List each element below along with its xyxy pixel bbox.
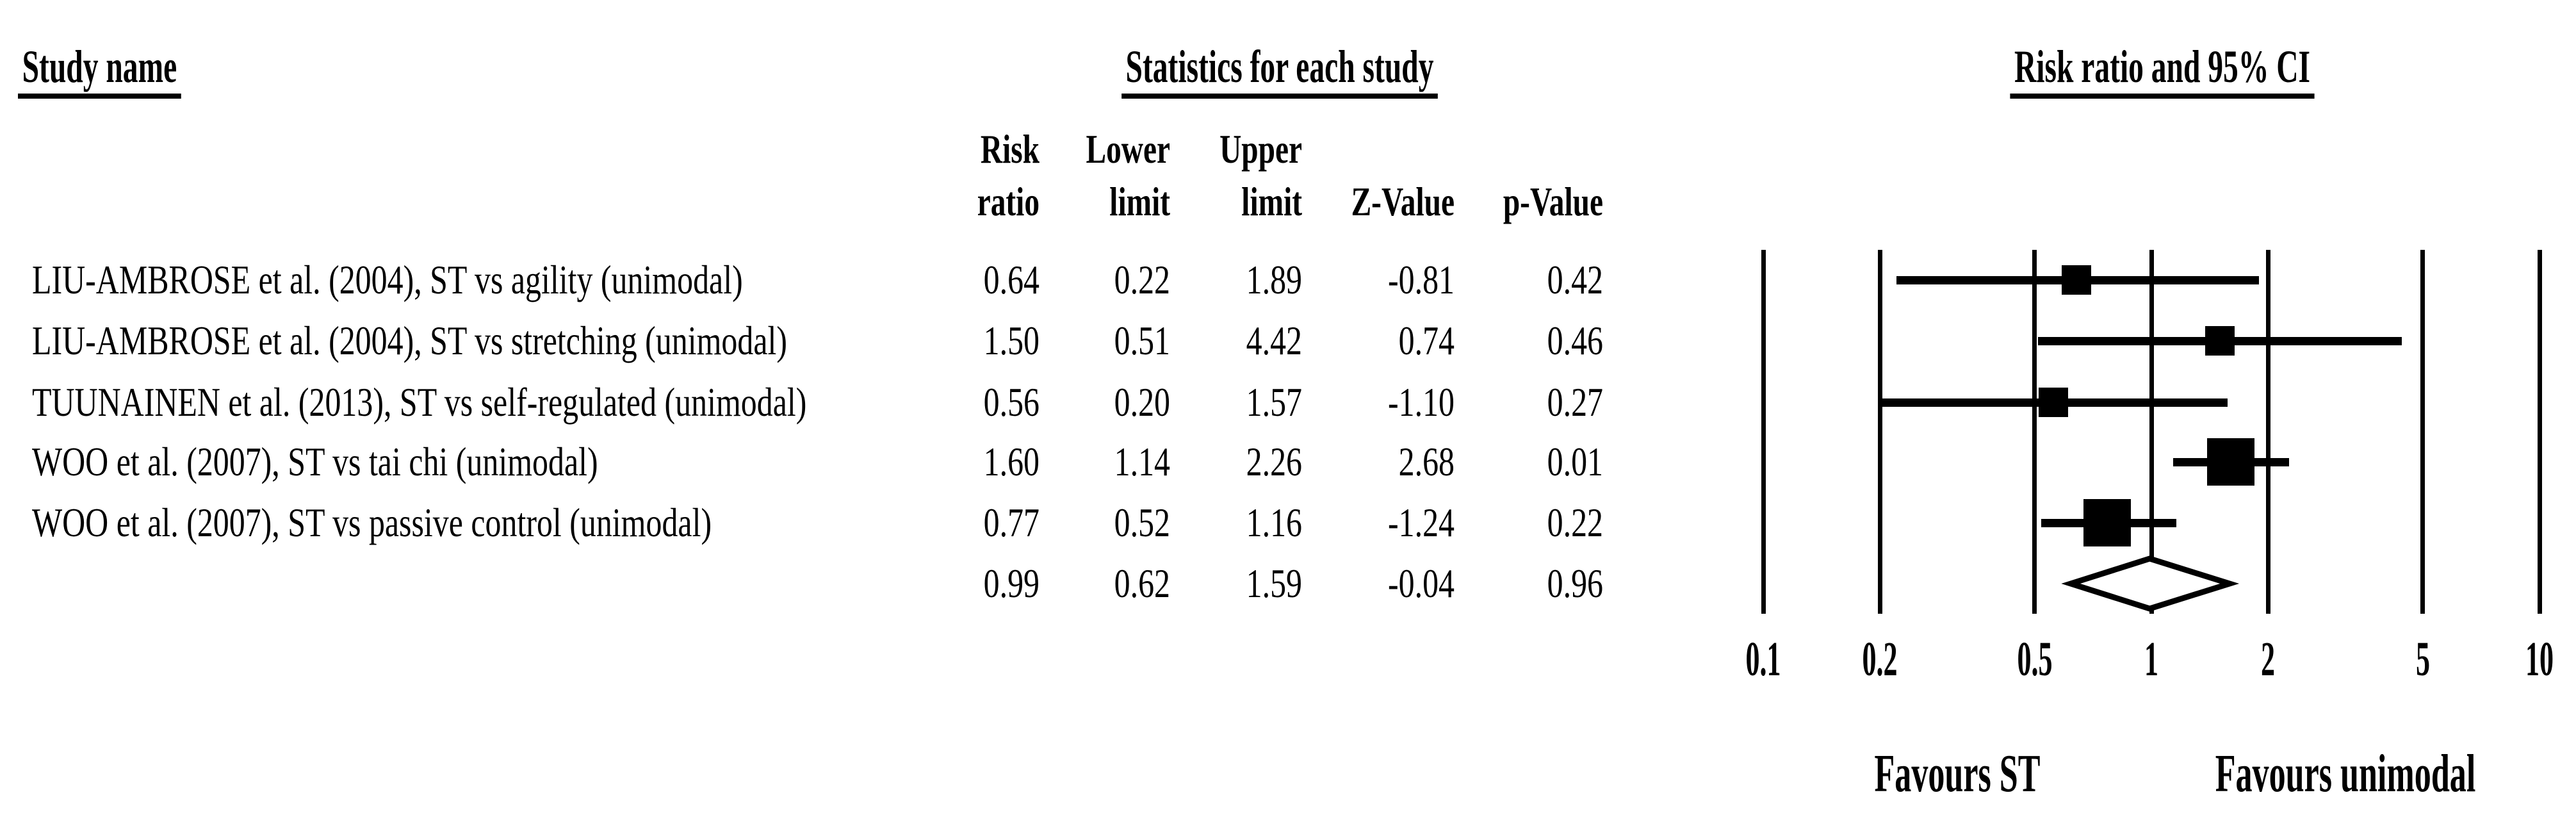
upper-limit-value: 4.42 <box>1246 318 1302 363</box>
upper-limit-column-header: Upper <box>1219 126 1302 172</box>
lower-limit-column-header: Lower <box>1086 126 1170 172</box>
point-estimate-marker <box>2083 499 2132 546</box>
risk-ratio-value: 1.50 <box>983 318 1039 363</box>
p-value: 0.42 <box>1547 257 1603 302</box>
z-value: 0.74 <box>1398 318 1455 363</box>
z-value: -0.81 <box>1388 257 1455 302</box>
study-name-column-header: Study name <box>18 44 272 99</box>
risk-ratio-value: 0.56 <box>983 379 1039 425</box>
point-estimate-marker <box>2205 326 2235 356</box>
p-value: 0.27 <box>1547 379 1603 425</box>
study-label: TUUNAINEN et al. (2013), ST vs self-regu… <box>32 379 807 425</box>
axis-tick-label: 0.5 <box>2017 632 2053 686</box>
risk-ratio-column-header-2: ratio <box>977 179 1039 224</box>
axis-gridline <box>1761 250 1766 614</box>
statistics-section-header: Statistics for each study <box>1089 44 1470 99</box>
axis-tick-label: 0.1 <box>1745 632 1781 686</box>
point-estimate-marker <box>2039 388 2069 417</box>
axis-tick-label: 10 <box>2525 632 2554 686</box>
risk-ratio-column-header: Risk <box>980 126 1039 172</box>
z-value: 2.68 <box>1398 439 1455 484</box>
study-label: LIU-AMBROSE et al. (2004), ST vs stretch… <box>32 318 787 363</box>
z-value-column-header: Z-Value <box>1351 179 1455 224</box>
risk-ratio-value: 1.60 <box>983 439 1039 484</box>
table-row: LIU-AMBROSE et al. (2004), ST vs agility… <box>0 259 2576 301</box>
p-value-column-header: p-Value <box>1503 179 1603 224</box>
column-header-row-2: ratio limit limit Z-Value p-Value <box>0 181 2576 223</box>
upper-limit-value: 2.26 <box>1246 439 1302 484</box>
upper-limit-value: 1.57 <box>1246 379 1302 425</box>
favours-left-label: Favours ST <box>1874 744 2041 803</box>
plot-section-header: Risk ratio and 95% CI <box>1972 44 2352 99</box>
p-value: 0.22 <box>1547 500 1603 545</box>
axis-tick-label: 2 <box>2261 632 2276 686</box>
axis-gridline <box>2149 250 2154 614</box>
axis-tick-label: 5 <box>2415 632 2430 686</box>
p-value: 0.46 <box>1547 318 1603 363</box>
z-value: -1.10 <box>1388 379 1455 425</box>
lower-limit-value: 0.52 <box>1114 500 1170 545</box>
lower-limit-value: 0.22 <box>1114 257 1170 302</box>
axis-gridline <box>2420 250 2425 614</box>
study-label: WOO et al. (2007), ST vs tai chi (unimod… <box>32 439 598 484</box>
axis-gridline <box>1877 250 1882 614</box>
upper-limit-value: 1.16 <box>1246 500 1302 545</box>
p-value: 0.96 <box>1547 561 1603 606</box>
upper-limit-value: 1.59 <box>1246 561 1302 606</box>
point-estimate-marker <box>2061 265 2091 295</box>
table-row: WOO et al. (2007), ST vs passive control… <box>0 502 2576 544</box>
plot-section-header-text: Risk ratio and 95% CI <box>2010 44 2315 99</box>
axis-gridline <box>2265 250 2270 614</box>
upper-limit-value: 1.89 <box>1246 257 1302 302</box>
study-name-column-header-text: Study name <box>18 44 181 99</box>
table-row: WOO et al. (2007), ST vs tai chi (unimod… <box>0 441 2576 483</box>
upper-limit-column-header-2: limit <box>1241 179 1302 224</box>
lower-limit-value: 0.62 <box>1114 561 1170 606</box>
z-value: -1.24 <box>1388 500 1455 545</box>
lower-limit-column-header-2: limit <box>1109 179 1170 224</box>
axis-tick-label: 1 <box>2144 632 2159 686</box>
table-row: LIU-AMBROSE et al. (2004), ST vs stretch… <box>0 320 2576 362</box>
column-header-row-1: Risk Lower Upper <box>0 128 2576 170</box>
risk-ratio-value: 0.64 <box>983 257 1039 302</box>
statistics-section-header-text: Statistics for each study <box>1121 44 1439 99</box>
study-label: LIU-AMBROSE et al. (2004), ST vs agility… <box>32 257 743 302</box>
risk-ratio-value: 0.77 <box>983 500 1039 545</box>
favours-right-label: Favours unimodal <box>2215 744 2476 803</box>
table-row-overall: 0.99 0.62 1.59 -0.04 0.96 <box>0 562 2576 605</box>
table-row: TUUNAINEN et al. (2013), ST vs self-regu… <box>0 381 2576 423</box>
axis-gridline <box>2537 250 2542 614</box>
lower-limit-value: 1.14 <box>1114 439 1170 484</box>
z-value: -0.04 <box>1388 561 1455 606</box>
axis-gridline <box>2032 250 2037 614</box>
axis-tick-label: 0.2 <box>1862 632 1898 686</box>
lower-limit-value: 0.51 <box>1114 318 1170 363</box>
study-label: WOO et al. (2007), ST vs passive control… <box>32 500 712 545</box>
point-estimate-marker <box>2206 438 2254 486</box>
lower-limit-value: 0.20 <box>1114 379 1170 425</box>
p-value: 0.01 <box>1547 439 1603 484</box>
risk-ratio-value: 0.99 <box>983 561 1039 606</box>
